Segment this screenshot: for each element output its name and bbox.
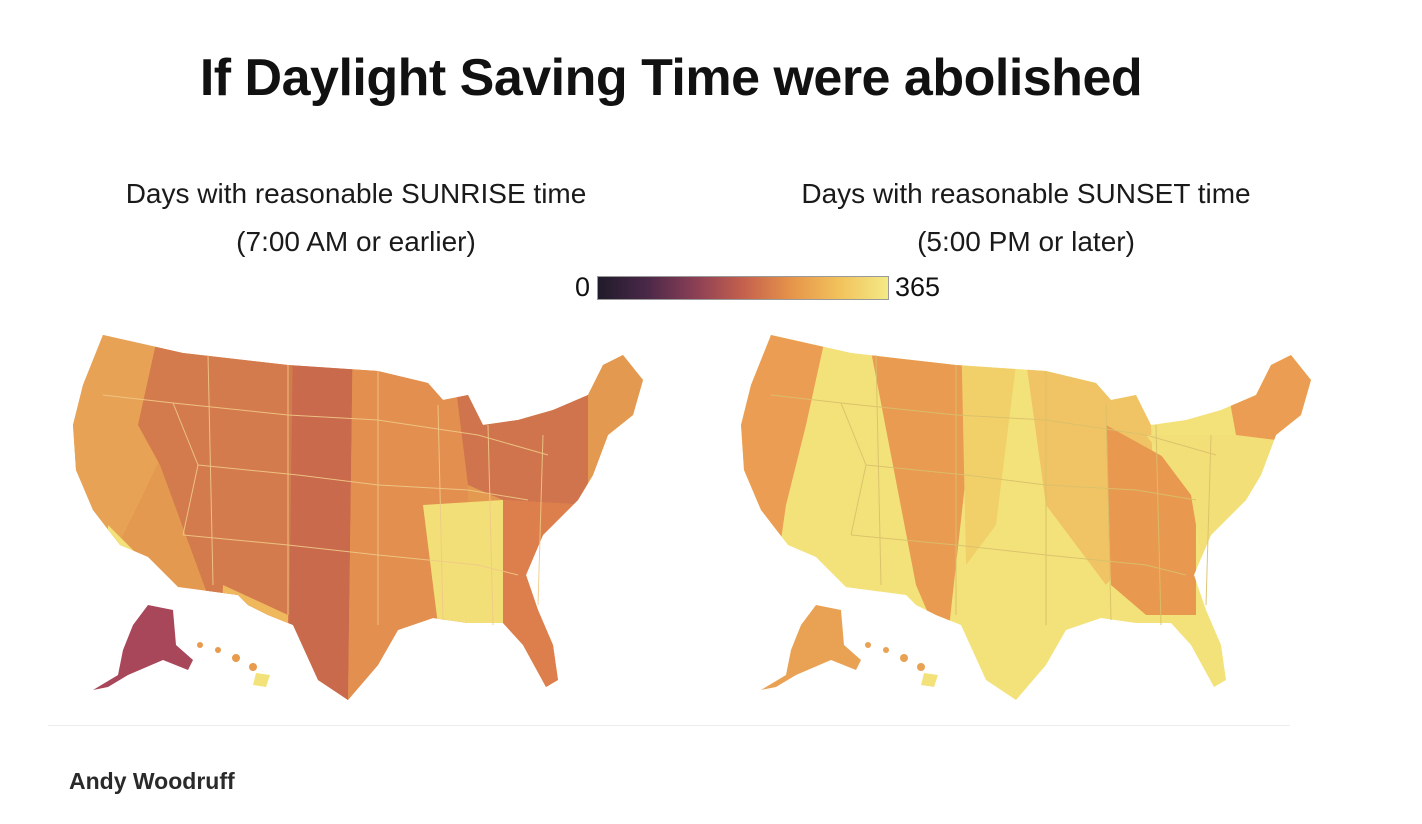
sunrise-state-borders — [102, 354, 549, 626]
sunset-hawaii — [865, 642, 938, 687]
sunrise-title-line2: (7:00 AM or earlier) — [236, 226, 476, 257]
figure: If Daylight Saving Time were abolished D… — [48, 0, 1311, 726]
page-title: If Daylight Saving Time were abolished — [199, 49, 1143, 107]
author-credit: Andy Woodruff — [69, 768, 235, 794]
legend-max-label: 365 — [895, 272, 941, 302]
sunset-state-borders — [770, 354, 1217, 626]
legend-color-bar — [597, 276, 889, 300]
sunset-title-line1: Days with reasonable SUNSET time — [801, 178, 1251, 209]
sunset-title-line2: (5:00 PM or later) — [917, 226, 1135, 257]
sunrise-hawaii — [197, 642, 270, 687]
color-legend: 0 365 — [518, 270, 941, 306]
sunrise-panel-title: Days with reasonable SUNRISE time (7:00 … — [76, 170, 636, 266]
sunrise-map — [73, 335, 643, 700]
sunset-map — [741, 335, 1311, 700]
sunset-alaska — [761, 605, 861, 690]
legend-min-label: 0 — [574, 272, 590, 302]
sunrise-title-line1: Days with reasonable SUNRISE time — [125, 178, 587, 209]
sunset-panel-title: Days with reasonable SUNSET time (5:00 P… — [746, 170, 1306, 266]
sunrise-alaska — [93, 605, 193, 690]
